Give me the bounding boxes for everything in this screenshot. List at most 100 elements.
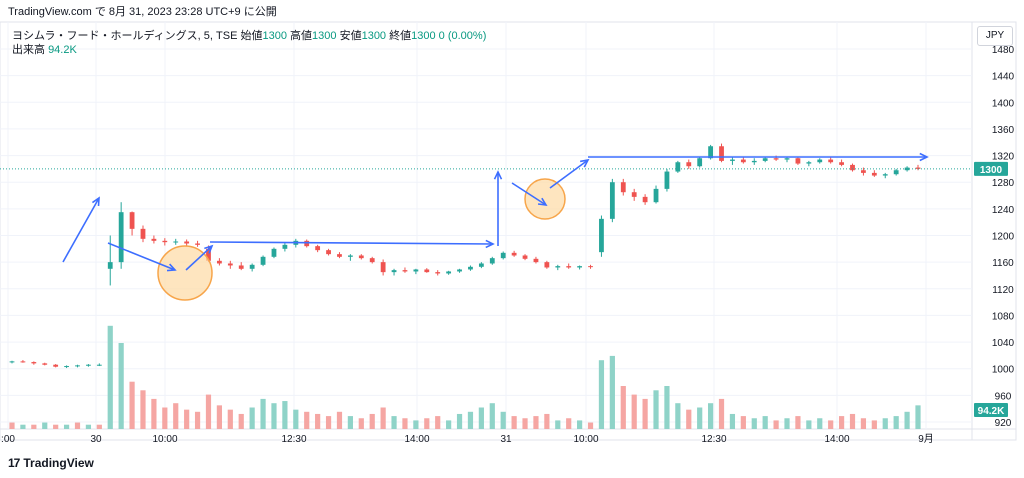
candle-body [773,158,779,160]
candle-body [588,266,593,268]
volume-bar [467,411,474,429]
candle-body [96,364,102,366]
annotation-arrow-head [91,196,100,207]
candle-body [227,263,233,266]
volume-bar [609,355,615,429]
high-value: 1300 [312,30,337,42]
last-volume-badge-label: 94.2K [978,406,1005,417]
drawn-annotations [62,152,929,301]
volume-bar [53,424,59,429]
price-tick-label: 920 [995,418,1012,429]
candle-body [631,192,637,197]
price-tick-label: 1480 [992,45,1015,56]
annotation-arrow-head [919,152,929,162]
volume-bar [63,424,70,429]
volume-bar [828,420,834,429]
candle-body [304,240,310,247]
price-axis[interactable]: 1480 1440 1400 1360 1320 1280 1240 1200 1160 1120… [992,45,1015,429]
volume-bar [238,413,244,429]
volume-bar [249,407,255,429]
volume-bar [598,360,605,429]
candle-body [850,164,855,171]
candle-body [435,272,441,274]
volume-label[interactable]: 出来高 [12,44,45,56]
volume-bar [315,413,321,429]
volume-bar [96,424,102,429]
candle-body [719,146,724,161]
candle-body [271,248,277,257]
ohlc-legend: ヨシムラ・フード・ホールディングス, 5, TSE 始値1300 高値1300 … [12,27,486,43]
candle-body [468,266,473,270]
time-axis[interactable]: :00 30 10:00 12:30 14:00 31 10:00 12:30 14:00 9月 [1,433,934,445]
volume-bar [260,398,266,429]
low-label: 安値 [339,30,362,42]
volume-bar [882,418,888,429]
volume-bar [162,407,168,429]
volume-bar [675,403,681,429]
candle-body [478,263,484,267]
price-tick-label: 1240 [992,205,1015,216]
volume-bar [697,407,703,429]
candle-body [337,254,342,257]
volume-bar [304,411,310,429]
axis-badges: 1300 94.2K [974,161,1008,417]
candle-body [817,159,823,163]
volume-bar [325,416,332,429]
volume-legend: 出来高 94.2K [12,41,77,57]
candle-body [762,158,768,161]
candle-body [893,170,899,175]
volume-bar [555,420,561,429]
volume-bar [511,416,517,429]
candle-body [75,365,80,367]
volume-bar [435,416,441,429]
volume-bar [784,418,790,429]
volume-bar [762,416,768,429]
currency-button[interactable]: JPY [977,26,1013,46]
candle-body [751,160,757,163]
symbol-name[interactable]: ヨシムラ・フード・ホールディングス, 5, TSE [12,30,238,42]
open-value: 1300 [262,30,287,42]
candle-body [609,182,615,219]
time-tick-label: 9月 [918,433,934,445]
volume-bar [544,413,550,429]
volume-bar [194,411,201,429]
volume-bar [173,403,179,429]
price-tick-label: 1080 [992,311,1015,322]
candle-body [500,252,506,259]
annotation-arrow-head [579,158,590,168]
candle-body [795,158,801,164]
time-tick-label: 30 [90,434,102,445]
volume-bar [522,418,528,429]
candle-body [555,266,561,268]
candle-body [915,167,921,169]
candle-body [249,264,255,269]
annotation-arrow-head [204,244,214,254]
volume-bar [271,403,277,429]
candle-body [740,159,746,163]
annotation-arrow-head [485,239,495,249]
candle-body [20,361,26,363]
candle-body [686,162,692,167]
candle-body [511,252,517,256]
candle-body [129,212,135,229]
volume-bar [293,409,299,429]
volume-bar [664,386,670,429]
tradingview-brand[interactable]: 17 TradingView [8,456,94,470]
candle-body [861,170,866,173]
volume-bar [489,403,495,429]
volume-bar [533,416,539,429]
candle-body [806,162,812,164]
volume-bar [42,422,48,429]
candle-body [107,262,113,269]
candle-body [839,162,844,165]
candle-body [195,243,200,245]
volume-bar [20,424,26,429]
volume-bar [577,420,583,429]
annotation-arrow-line [62,197,100,263]
candle-body [53,364,59,367]
chart-frame [0,21,1017,441]
candle-body [577,266,583,268]
candle-body [282,244,288,249]
volume-bar [151,398,157,429]
